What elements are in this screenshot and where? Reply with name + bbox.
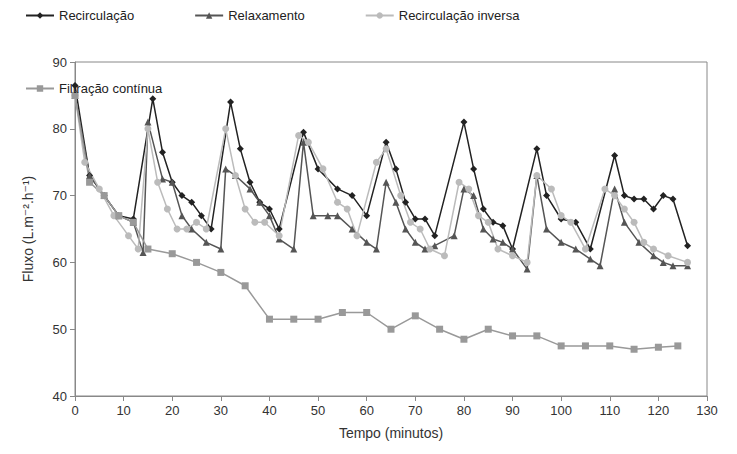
svg-text:0: 0 [71, 403, 78, 418]
svg-text:80: 80 [457, 403, 471, 418]
svg-text:Recirculação: Recirculação [59, 8, 134, 23]
svg-text:Tempo (minutos): Tempo (minutos) [339, 425, 443, 441]
svg-text:Recirculação inversa: Recirculação inversa [399, 8, 520, 23]
svg-text:40: 40 [53, 389, 67, 404]
svg-text:100: 100 [550, 403, 572, 418]
svg-text:90: 90 [505, 403, 519, 418]
svg-text:50: 50 [311, 403, 325, 418]
svg-text:50: 50 [53, 322, 67, 337]
svg-text:110: 110 [599, 403, 620, 418]
svg-text:10: 10 [116, 403, 130, 418]
svg-text:30: 30 [214, 403, 228, 418]
svg-text:60: 60 [359, 403, 373, 418]
svg-text:Filtração contínua: Filtração contínua [59, 81, 163, 96]
svg-text:70: 70 [53, 188, 67, 203]
svg-text:Relaxamento: Relaxamento [228, 8, 305, 23]
svg-text:Fluxo (L.m⁻².h⁻¹): Fluxo (L.m⁻².h⁻¹) [20, 176, 36, 283]
svg-text:90: 90 [53, 55, 67, 70]
svg-text:70: 70 [408, 403, 422, 418]
svg-text:80: 80 [53, 121, 67, 136]
svg-text:20: 20 [165, 403, 179, 418]
svg-text:40: 40 [262, 403, 276, 418]
svg-text:60: 60 [53, 255, 67, 270]
svg-text:120: 120 [648, 403, 670, 418]
svg-text:130: 130 [696, 403, 718, 418]
